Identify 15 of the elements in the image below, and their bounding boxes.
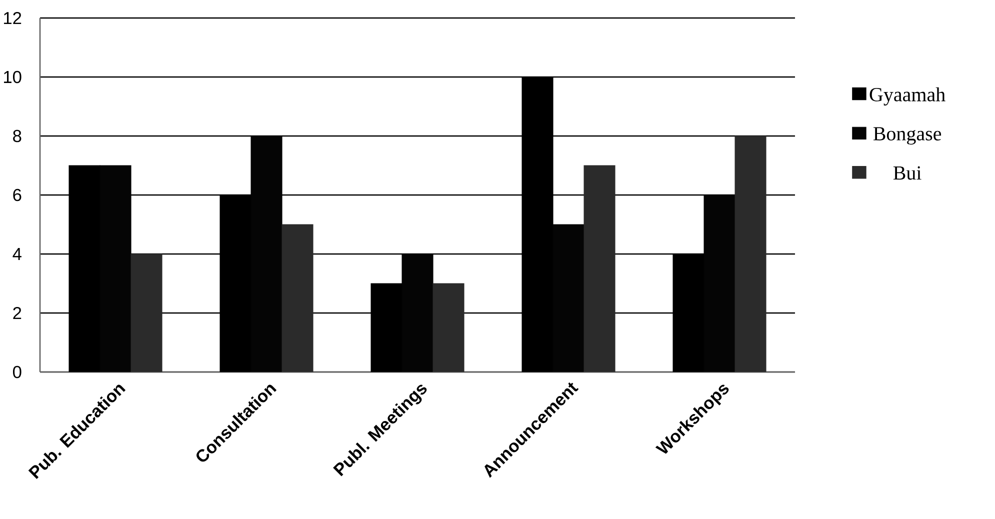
legend-label: Bongase	[873, 127, 942, 145]
y-tick-label: 6	[13, 188, 22, 202]
bar	[282, 224, 314, 372]
legend-label: Gyaamah	[870, 87, 946, 106]
y-tick-label: 0	[12, 366, 22, 378]
legend-label: Bui	[893, 166, 922, 180]
y-tick-label: 8	[13, 130, 22, 142]
y-tick-label: 10	[4, 70, 22, 84]
bar	[432, 283, 464, 372]
y-tick-label: 2	[13, 306, 22, 320]
bar	[584, 165, 616, 372]
y-tick-label: 4	[12, 248, 22, 260]
bar	[130, 254, 162, 372]
y-tick-label: 12	[4, 12, 22, 24]
bar	[734, 136, 766, 372]
